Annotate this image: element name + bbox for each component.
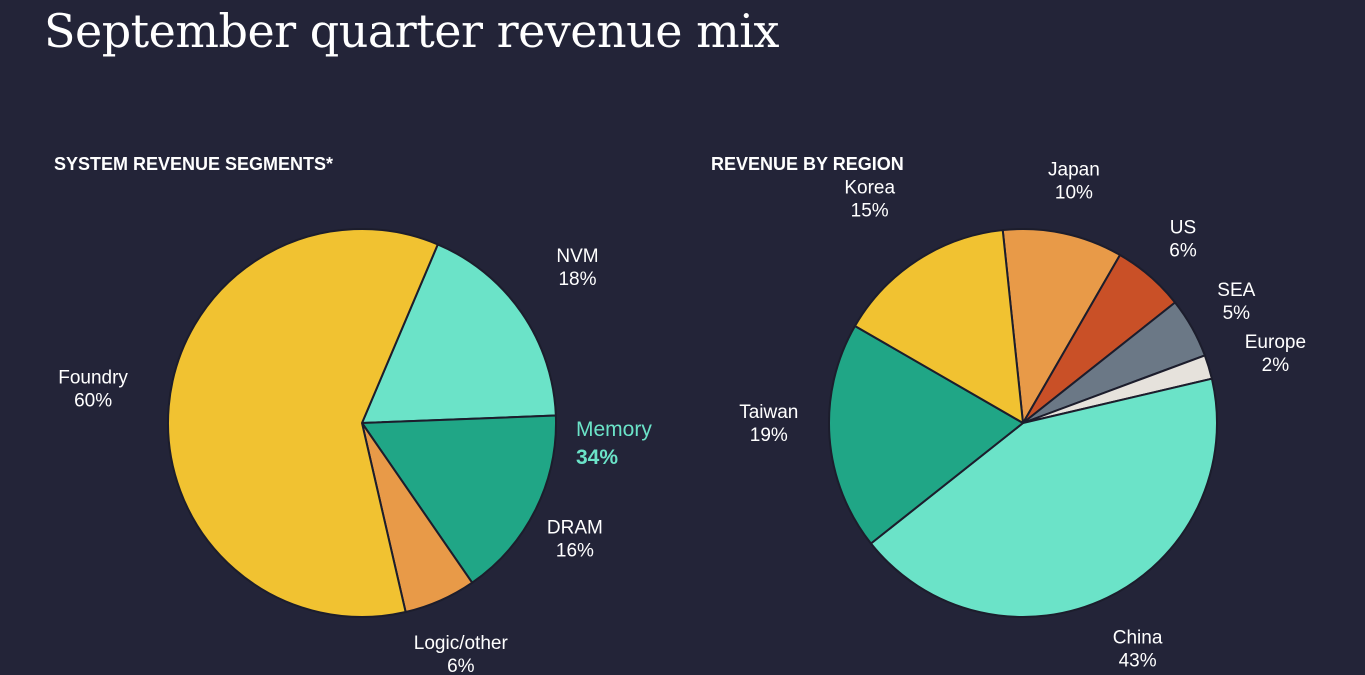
slice-value-europe: 2% xyxy=(1262,355,1290,376)
slice-name-japan: Japan xyxy=(1048,160,1100,181)
slice-value-foundry: 60% xyxy=(74,391,112,412)
slice-value-korea: 15% xyxy=(851,201,889,222)
slice-value-sea: 5% xyxy=(1223,303,1251,324)
memory-annotation-value: 34% xyxy=(576,446,618,469)
slice-value-logic-other: 6% xyxy=(447,656,475,675)
slice-name-foundry: Foundry xyxy=(58,368,128,389)
slice-dram xyxy=(361,414,557,584)
slice-label-japan: Japan 10% xyxy=(1048,160,1100,204)
slice-name-korea: Korea xyxy=(844,178,895,199)
slice-name-us: US xyxy=(1170,218,1196,239)
slice-value-nvm: 18% xyxy=(558,269,596,290)
memory-annotation: Memory 34% xyxy=(576,418,652,469)
slice-korea xyxy=(853,229,1024,424)
slice-name-china: China xyxy=(1113,627,1163,648)
segments-pie: NVM 18% DRAM 16% Logic/other 6% Foundry 60% Memo… xyxy=(58,228,652,675)
slice-label-logic-other: Logic/other 6% xyxy=(414,633,509,675)
slice-label-foundry: Foundry 60% xyxy=(58,368,128,412)
slice-label-us: US 6% xyxy=(1169,218,1197,262)
slice-label-dram: DRAM 16% xyxy=(547,518,603,562)
slice-value-dram: 16% xyxy=(556,541,594,562)
memory-annotation-label: Memory xyxy=(576,418,652,441)
slice-value-taiwan: 19% xyxy=(750,425,788,446)
slice-label-sea: SEA 5% xyxy=(1217,280,1255,324)
slice-label-korea: Korea 15% xyxy=(844,178,895,222)
slice-nvm xyxy=(361,243,557,424)
region-pie: Japan 10%US 6%SEA 5%Europe 2%China 43%Taiwan 1… xyxy=(739,160,1306,672)
slice-japan xyxy=(1001,228,1121,424)
region-chart-title: REVENUE BY REGION xyxy=(711,154,904,174)
slice-name-taiwan: Taiwan xyxy=(739,402,798,423)
slice-value-china: 43% xyxy=(1119,650,1157,671)
slice-name-logic-other: Logic/other xyxy=(414,633,509,654)
slice-value-us: 6% xyxy=(1169,241,1197,262)
slice-label-china: China 43% xyxy=(1113,627,1163,671)
slice-label-nvm: NVM 18% xyxy=(556,246,598,290)
slice-name-dram: DRAM xyxy=(547,518,603,539)
slice-taiwan xyxy=(828,325,1024,545)
slice-foundry xyxy=(167,228,439,618)
slice-label-europe: Europe 2% xyxy=(1245,332,1306,376)
slice-name-europe: Europe xyxy=(1245,332,1306,353)
slice-name-nvm: NVM xyxy=(556,246,598,267)
slice-name-sea: SEA xyxy=(1217,280,1255,301)
slice-value-japan: 10% xyxy=(1055,183,1093,204)
page-title: September quarter revenue mix xyxy=(44,4,779,58)
segments-chart-title: SYSTEM REVENUE SEGMENTS* xyxy=(54,154,334,174)
slice-label-taiwan: Taiwan 19% xyxy=(739,402,798,446)
slice-china xyxy=(869,377,1218,618)
